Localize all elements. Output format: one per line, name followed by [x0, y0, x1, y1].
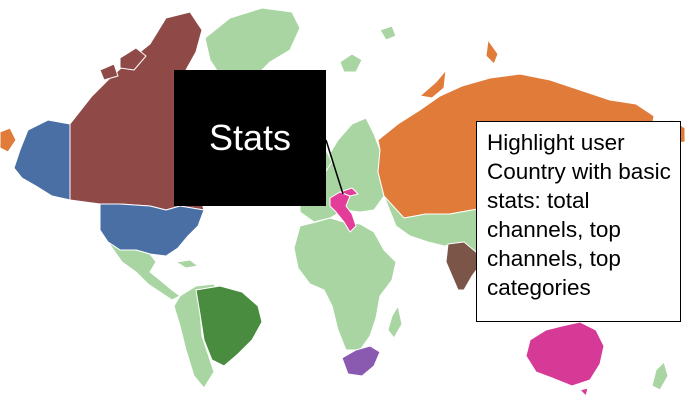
country-australia[interactable]	[525, 321, 605, 387]
south-america-region[interactable]	[173, 283, 221, 389]
caribbean-islands[interactable]	[175, 259, 199, 269]
tasmania-region[interactable]	[579, 387, 589, 397]
madagascar-region[interactable]	[387, 305, 403, 339]
annotation-note-box: Highlight user Country with basic stats:…	[476, 121, 681, 322]
country-brazil[interactable]	[195, 285, 263, 367]
russia-arctic-islands[interactable]	[419, 39, 499, 99]
annotation-note-text: Highlight user Country with basic stats:…	[487, 130, 671, 300]
stats-callout-label: Stats	[208, 117, 292, 158]
country-usa-alaska[interactable]	[13, 119, 71, 201]
new-zealand-region[interactable]	[651, 361, 669, 391]
chukotka-region[interactable]	[0, 127, 17, 153]
country-south-africa[interactable]	[341, 345, 381, 377]
mexico-central-america[interactable]	[107, 241, 181, 301]
africa-region[interactable]	[293, 217, 397, 351]
iceland-region[interactable]	[339, 53, 363, 73]
country-india[interactable]	[445, 241, 483, 291]
stats-callout-box[interactable]: Stats	[174, 70, 326, 206]
highlighted-country-czechia[interactable]	[339, 187, 359, 197]
canada-arctic-islands[interactable]	[99, 47, 147, 81]
svalbard-region[interactable]	[379, 25, 397, 41]
